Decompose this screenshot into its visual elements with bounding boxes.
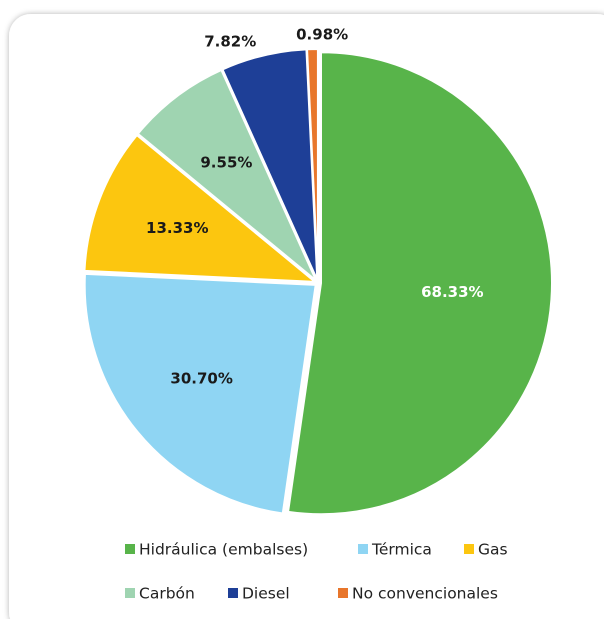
legend-label: Gas [478,541,508,559]
legend-label: Carbón [139,585,195,603]
pie-slice [286,51,553,516]
data-label: 68.33% [421,283,483,301]
pie-slice [136,68,318,282]
pie-slice [306,48,319,281]
pie-slice [83,133,319,284]
legend-label: Diesel [242,585,290,603]
data-label: 7.82% [204,32,256,50]
legend-swatch [125,544,135,554]
legend-swatch [464,544,474,554]
data-label: 0.98% [296,26,348,44]
data-label: 13.33% [146,219,208,237]
data-label: 9.55% [200,154,252,172]
legend-swatch [228,588,238,598]
legend-label: Hidráulica (embalses) [139,541,308,559]
data-label: 30.70% [170,370,232,388]
legend-label: No convencionales [352,585,498,603]
pie-slice [83,272,317,515]
legend-swatch [338,588,348,598]
legend-swatch [358,544,368,554]
legend-swatch [125,588,135,598]
legend-label: Térmica [371,541,432,559]
